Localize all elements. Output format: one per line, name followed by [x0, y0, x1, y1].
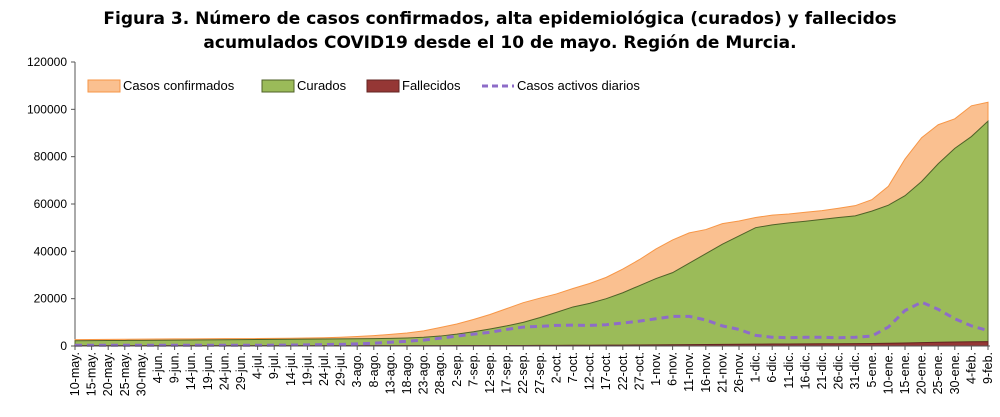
- x-tick-label: 10-may.: [68, 352, 82, 396]
- x-tick-label: 12-oct.: [583, 352, 597, 390]
- x-tick-label: 18-ago.: [400, 352, 414, 394]
- x-tick-label: 29-jul.: [334, 352, 348, 386]
- y-tick-label: 120000: [27, 55, 67, 69]
- x-tick-label: 26-dic.: [832, 352, 846, 390]
- x-tick-label: 20-ene.: [915, 352, 929, 394]
- x-tick-label: 21-dic.: [815, 352, 829, 390]
- y-tick-labels: 0 20000 40000 60000 80000 100000 120000: [27, 55, 75, 353]
- x-tick-label: 17-oct.: [599, 352, 613, 390]
- x-tick-label: 16-nov.: [699, 352, 713, 393]
- series-line-active: [75, 300, 989, 347]
- x-tick-label: 27-sep.: [533, 352, 547, 394]
- y-tick-label: 0: [60, 339, 67, 353]
- y-tick-label: 80000: [34, 150, 68, 164]
- y-tick-label: 100000: [27, 102, 67, 116]
- x-tick-label: 21-nov.: [715, 352, 729, 393]
- x-tick-label: 8-ago.: [367, 352, 381, 387]
- legend-label-active: Casos activos diarios: [517, 78, 640, 93]
- x-tick-label: 20-may.: [101, 352, 115, 396]
- x-tick-label: 2-sep.: [450, 352, 464, 387]
- x-tick-label: 3-ago.: [350, 352, 364, 387]
- legend-swatch-confirmed: [87, 79, 121, 93]
- x-tick-label: 1-dic.: [749, 352, 763, 383]
- y-tick-label: 40000: [34, 244, 68, 258]
- x-tick-label: 7-oct.: [566, 352, 580, 383]
- x-tick-label: 23-ago.: [417, 352, 431, 394]
- x-tick-label: 7-sep.: [466, 352, 480, 387]
- x-tick-label: 19-jun.: [201, 352, 215, 390]
- x-tick-label: 9-jun.: [168, 352, 182, 383]
- chart-subtitle: acumulados COVID19 desde el 10 de mayo. …: [203, 33, 796, 53]
- x-tick-label: 25-may.: [118, 352, 132, 396]
- x-tick-label: 14-jul.: [284, 352, 298, 386]
- x-tick-label: 12-sep.: [483, 352, 497, 394]
- x-tick-label: 24-jun.: [217, 352, 231, 390]
- x-tick-label: 15-may.: [85, 352, 99, 396]
- x-tick-label: 13-ago.: [383, 352, 397, 394]
- x-tick-label: 25-ene.: [931, 352, 945, 394]
- x-tick-label: 4-feb.: [964, 352, 978, 384]
- x-tick-label: 28-ago.: [433, 352, 447, 394]
- legend-label-confirmed: Casos confirmados: [123, 78, 235, 93]
- x-axis: 10-may. 15-may. 20-may. 25-may. 30-may. 4-jun…: [68, 345, 995, 396]
- legend-label-deaths: Fallecidos: [402, 78, 461, 93]
- plot-area: [74, 101, 989, 347]
- y-tick-label: 60000: [34, 197, 68, 211]
- legend-swatch-deaths: [366, 79, 400, 93]
- x-tick-label: 5-ene.: [865, 352, 879, 387]
- x-tick-label: 15-ene.: [898, 352, 912, 394]
- x-tick-label: 1-nov.: [649, 352, 663, 386]
- x-tick-label: 29-jun.: [234, 352, 248, 390]
- x-tick-label: 31-dic.: [848, 352, 862, 390]
- x-tick-label: 24-jul.: [317, 352, 331, 386]
- x-tick-label: 9-feb.: [981, 352, 995, 384]
- legend-label-recovered: Curados: [297, 78, 347, 93]
- chart-title: Figura 3. Número de casos confirmados, a…: [103, 9, 896, 29]
- y-axis: 0 20000 40000 60000 80000 100000 120000: [27, 55, 76, 353]
- x-tick-label: 6-nov.: [666, 352, 680, 386]
- x-tick-label: 22-sep.: [516, 352, 530, 394]
- y-tick-label: 20000: [34, 292, 68, 306]
- series-area-recovered: [74, 120, 989, 347]
- x-tick-label: 4-jul.: [251, 352, 265, 379]
- x-tick-label: 9-jul.: [267, 352, 281, 379]
- x-tick-label: 22-oct.: [616, 352, 630, 390]
- x-tick-label: 17-sep.: [500, 352, 514, 394]
- x-tick-label: 19-jul.: [300, 352, 314, 386]
- x-tick-label: 10-ene.: [881, 352, 895, 394]
- x-tick-label: 16-dic.: [798, 352, 812, 390]
- x-tick-label: 14-jun.: [184, 352, 198, 390]
- x-tick-label: 26-nov.: [732, 352, 746, 393]
- x-tick-label: 6-dic.: [765, 352, 779, 383]
- x-tick-label: 30-may.: [134, 352, 148, 396]
- legend: Casos confirmados Curados Fallecidos Cas…: [87, 78, 640, 93]
- x-tick-label: 4-jun.: [151, 352, 165, 383]
- x-tick-label: 11-dic.: [782, 352, 796, 389]
- x-tick-label: 30-ene.: [948, 352, 962, 394]
- x-tick-label: 11-nov.: [682, 352, 696, 392]
- x-tick-labels: 10-may. 15-may. 20-may. 25-may. 30-may. 4-jun…: [68, 346, 995, 396]
- legend-swatch-recovered: [261, 79, 295, 93]
- x-tick-label: 2-oct.: [549, 352, 563, 383]
- x-tick-label: 27-oct.: [632, 352, 646, 390]
